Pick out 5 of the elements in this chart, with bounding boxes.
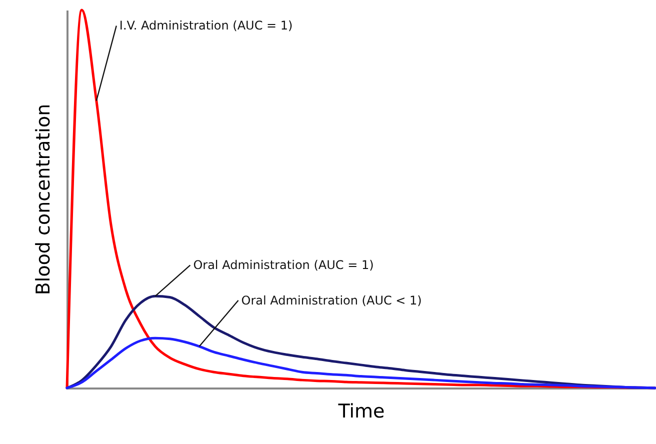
text: Oral Administration (AUC = 1) xyxy=(193,258,374,272)
text: Oral Administration (AUC < 1) xyxy=(241,293,422,308)
text: I.V. Administration (AUC = 1) xyxy=(119,18,293,33)
y-axis-title: Blood concentration xyxy=(32,104,54,296)
x-axis-title: Time xyxy=(337,400,385,422)
